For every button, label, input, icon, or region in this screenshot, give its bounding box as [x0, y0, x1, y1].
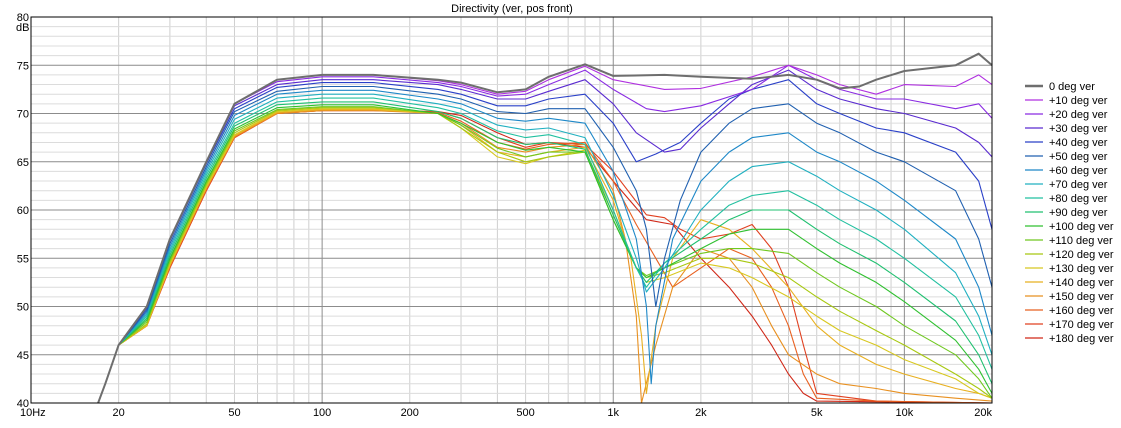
y-tick-label: 45 — [17, 350, 29, 362]
x-tick-label: 50 — [228, 407, 240, 419]
series-line — [97, 109, 993, 404]
series-line — [97, 106, 993, 404]
y-tick-label: 60 — [17, 205, 29, 217]
legend-label: 0 deg ver — [1049, 81, 1095, 93]
y-axis-label: dB — [16, 22, 29, 34]
legend-label: +10 deg ver — [1049, 95, 1108, 107]
legend-label: +100 deg ver — [1049, 221, 1114, 233]
x-tick-label: 500 — [516, 407, 534, 419]
legend-label: +30 deg ver — [1049, 123, 1108, 135]
x-tick-labels: 10Hz 20 50 100 200 500 1k 2k 5k 10k 20k — [20, 407, 992, 419]
legend-label: +180 deg ver — [1049, 333, 1114, 345]
legend-label: +80 deg ver — [1049, 193, 1108, 205]
series-line — [97, 101, 993, 404]
series-lines — [97, 52, 993, 404]
y-tick-label: 80 — [17, 12, 29, 24]
legend-label: +60 deg ver — [1049, 165, 1108, 177]
y-tick-label: 65 — [17, 157, 29, 169]
x-tick-label: 1k — [607, 407, 619, 419]
series-line — [97, 52, 993, 404]
legend-label: +120 deg ver — [1049, 249, 1114, 261]
y-tick-label: 75 — [17, 60, 29, 72]
legend-label: +110 deg ver — [1049, 235, 1113, 247]
legend-label: +170 deg ver — [1049, 319, 1114, 331]
series-line — [97, 110, 993, 404]
x-tick-label: 100 — [313, 407, 331, 419]
series-line — [97, 104, 993, 404]
legend-label: +70 deg ver — [1049, 179, 1108, 191]
y-tick-label: 70 — [17, 109, 29, 121]
series-line — [97, 110, 993, 404]
legend-label: +40 deg ver — [1049, 137, 1108, 149]
y-tick-label: 50 — [17, 302, 29, 314]
series-line — [97, 110, 993, 404]
series-line — [97, 85, 993, 404]
legend-label: +20 deg ver — [1049, 109, 1108, 121]
legend-label: +150 deg ver — [1049, 291, 1114, 303]
series-line — [97, 110, 993, 404]
chart-title: Directivity (ver, pos front) — [451, 3, 573, 15]
legend-label: +130 deg ver — [1049, 263, 1114, 275]
legend-label: +160 deg ver — [1049, 305, 1114, 317]
series-line — [97, 89, 993, 404]
x-tick-label: 5k — [811, 407, 823, 419]
x-tick-label: 200 — [401, 407, 419, 419]
y-tick-labels: 40 45 50 55 60 65 70 75 80 — [17, 12, 29, 410]
x-tick-label: 20k — [974, 407, 992, 419]
series-line — [97, 97, 993, 404]
legend-label: +90 deg ver — [1049, 207, 1108, 219]
legend-label: +50 deg ver — [1049, 151, 1108, 163]
x-tick-label: 20 — [113, 407, 125, 419]
x-tick-label: 10Hz — [20, 407, 46, 419]
legend-label: +140 deg ver — [1049, 277, 1114, 289]
legend: 0 deg ver +10 deg ver +20 deg ver +30 deg v… — [1025, 81, 1114, 345]
y-tick-label: 40 — [17, 398, 29, 410]
plot-frame — [30, 16, 993, 404]
y-tick-label: 55 — [17, 253, 29, 265]
x-tick-label: 2k — [695, 407, 707, 419]
x-tick-label: 10k — [895, 407, 913, 419]
series-line — [97, 93, 993, 404]
